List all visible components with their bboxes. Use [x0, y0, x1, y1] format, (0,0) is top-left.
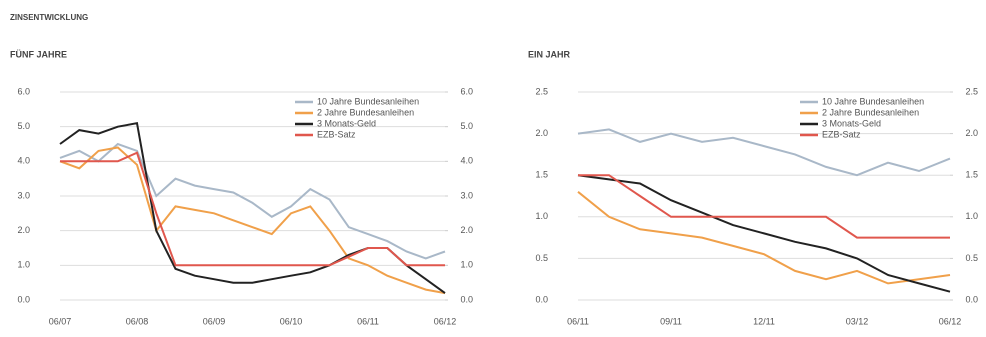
x-tick-label: 06/11: [567, 316, 589, 326]
y-tick-label: 2.0: [17, 225, 30, 235]
y2-tick-label: 3.0: [460, 190, 473, 200]
y2-tick-label: 1.0: [965, 211, 978, 221]
legend-label: EZB-Satz: [317, 129, 356, 139]
series-line: [59, 142, 446, 260]
y2-tick-label: 0.0: [460, 294, 473, 304]
y-tick-label: 1.0: [17, 260, 30, 270]
y-tick-label: 0.0: [17, 294, 30, 304]
legend-label: 10 Jahre Bundesanleihen: [822, 96, 924, 106]
y2-tick-label: 0.0: [965, 294, 978, 304]
y-tick-label: 2.5: [535, 86, 548, 96]
y-tick-label: 5.0: [17, 121, 30, 131]
series-line: [578, 174, 950, 239]
y2-tick-label: 2.0: [460, 225, 473, 235]
x-tick-label: 06/09: [203, 316, 226, 326]
y2-tick-label: 5.0: [460, 121, 473, 131]
x-tick-label: 06/11: [357, 316, 379, 326]
x-tick-label: 06/10: [280, 316, 303, 326]
legend-label: 3 Monats-Geld: [822, 118, 881, 128]
x-tick-label: 12/11: [753, 316, 775, 326]
y-tick-label: 0.0: [535, 294, 548, 304]
x-tick-label: 06/07: [49, 316, 72, 326]
x-tick-label: 06/12: [434, 316, 457, 326]
y2-tick-label: 0.5: [965, 253, 978, 263]
y2-tick-label: 1.0: [460, 260, 473, 270]
y-tick-label: 2.0: [535, 128, 548, 138]
y2-tick-label: 2.5: [965, 86, 978, 96]
x-tick-label: 09/11: [660, 316, 682, 326]
series-line: [577, 174, 951, 293]
y-tick-label: 0.5: [535, 253, 548, 263]
y2-tick-label: 2.0: [965, 128, 978, 138]
y2-tick-label: 1.5: [965, 170, 978, 180]
y2-tick-label: 6.0: [460, 86, 473, 96]
x-tick-label: 03/12: [846, 316, 869, 326]
page-header: ZINSENTWICKLUNG: [10, 13, 88, 22]
chart-subtitle: FÜNF JAHRE: [10, 49, 67, 59]
y-tick-label: 4.0: [17, 156, 30, 166]
legend-label: 2 Jahre Bundesanleihen: [317, 107, 414, 117]
y-tick-label: 3.0: [17, 190, 30, 200]
y-tick-label: 6.0: [17, 86, 30, 96]
y-tick-label: 1.0: [535, 211, 548, 221]
y-tick-label: 1.5: [535, 170, 548, 180]
x-tick-label: 06/08: [126, 316, 149, 326]
series-line: [59, 146, 446, 295]
legend-label: 2 Jahre Bundesanleihen: [822, 107, 919, 117]
y2-tick-label: 4.0: [460, 156, 473, 166]
legend-label: EZB-Satz: [822, 129, 861, 139]
series-line: [577, 128, 951, 177]
series-line: [60, 151, 445, 267]
x-tick-label: 06/12: [939, 316, 962, 326]
legend-label: 10 Jahre Bundesanleihen: [317, 96, 419, 106]
legend-label: 3 Monats-Geld: [317, 118, 376, 128]
series-line: [577, 191, 951, 285]
chart-subtitle: EIN JAHR: [528, 49, 571, 59]
